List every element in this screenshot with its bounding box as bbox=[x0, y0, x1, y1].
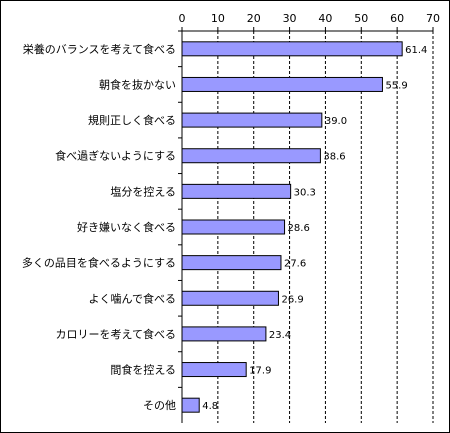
bar bbox=[181, 148, 321, 164]
x-tick-label: 20 bbox=[247, 12, 261, 25]
x-tick-label: 70 bbox=[426, 12, 440, 25]
x-tick-label: 30 bbox=[283, 12, 297, 25]
x-tick-label: 60 bbox=[390, 12, 404, 25]
category-label: その他 bbox=[143, 399, 176, 412]
data-label: 61.4 bbox=[405, 45, 427, 56]
bar bbox=[181, 76, 383, 92]
bar bbox=[181, 326, 267, 342]
data-label: 23.4 bbox=[269, 330, 291, 341]
bar bbox=[181, 219, 286, 235]
category-label: 好き嫌いなく食べる bbox=[77, 220, 176, 234]
category-label: 間食を控える bbox=[110, 363, 176, 377]
x-tick-label: 50 bbox=[354, 12, 368, 25]
data-label: 30.3 bbox=[294, 187, 316, 198]
bar bbox=[181, 362, 247, 378]
category-label: 多くの品目を食べるようにする bbox=[22, 256, 176, 270]
data-label: 26.9 bbox=[281, 294, 303, 305]
bar bbox=[181, 112, 323, 128]
data-label: 4.8 bbox=[202, 401, 218, 412]
category-label: 栄養のバランスを考えて食べる bbox=[23, 42, 176, 56]
category-label: 食べ過ぎないようにする bbox=[55, 149, 176, 163]
data-label: 38.6 bbox=[323, 152, 345, 163]
labels: 0 10 20 30 40 50 60 70 栄養のバランスを考えて食べる 61.4 朝食を抜かない… bbox=[22, 12, 440, 412]
category-label: 塩分を控える bbox=[110, 184, 176, 198]
data-label: 39.0 bbox=[325, 116, 347, 127]
x-tick-label: 10 bbox=[211, 12, 225, 25]
bar bbox=[181, 290, 279, 306]
data-label: 27.6 bbox=[284, 259, 306, 270]
x-tick-label: 40 bbox=[318, 12, 332, 25]
category-label: 規則正しく食べる bbox=[88, 113, 176, 127]
bars bbox=[181, 41, 403, 413]
data-label: 28.6 bbox=[288, 223, 310, 234]
grid-lines bbox=[217, 31, 434, 423]
x-tick-label: 0 bbox=[179, 12, 186, 25]
category-label: 朝食を抜かない bbox=[99, 77, 176, 91]
axes bbox=[178, 27, 434, 423]
bar bbox=[181, 183, 292, 199]
data-label: 17.9 bbox=[249, 366, 271, 377]
category-label: よく噛んで食べる bbox=[89, 291, 176, 305]
bar bbox=[181, 41, 403, 57]
data-label: 55.9 bbox=[385, 80, 407, 91]
bar bbox=[181, 255, 282, 271]
category-label: カロリーを考えて食べる bbox=[56, 327, 176, 341]
bar bbox=[181, 397, 200, 413]
